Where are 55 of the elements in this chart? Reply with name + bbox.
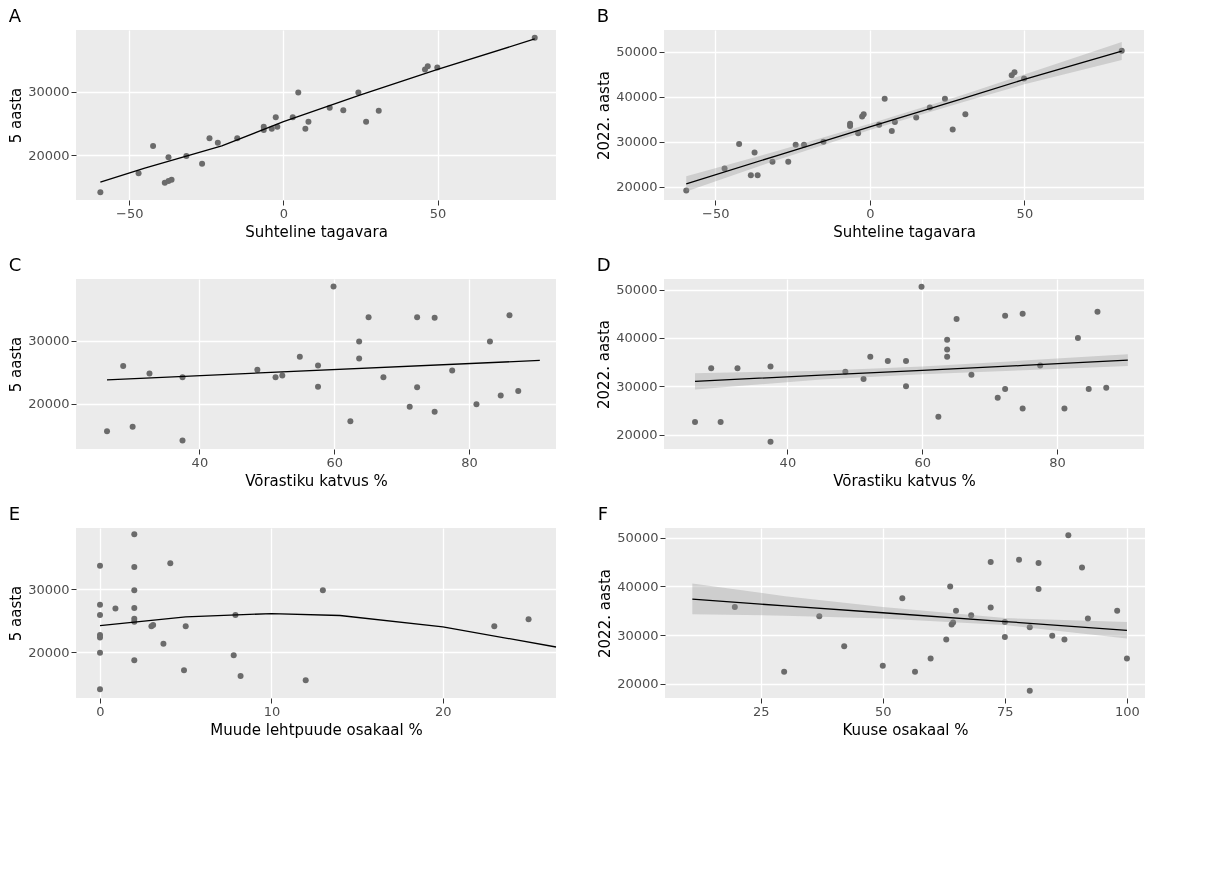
- x-tick-label: 0: [279, 205, 289, 221]
- chart-title: F: [597, 503, 608, 524]
- y-axis-title: 5 aasta: [7, 585, 26, 642]
- y-tick-label: 50000: [617, 530, 659, 546]
- x-tick-label: 60: [326, 454, 343, 470]
- x-tick-label: 40: [191, 454, 209, 470]
- x-tick-label: 0: [96, 703, 105, 719]
- x-tick-label: 100: [1115, 703, 1140, 719]
- x-axis-title: Võrastiku katvus %: [245, 471, 388, 490]
- y-tick-label: 30000: [28, 84, 70, 100]
- y-tick-label: 20000: [28, 396, 70, 412]
- y-tick-label: 30000: [616, 378, 658, 394]
- x-tick-label: 40: [779, 454, 797, 470]
- y-tick-label: 20000: [28, 644, 70, 660]
- chart-title: A: [8, 5, 22, 26]
- y-axis-title: 5 aasta: [7, 336, 26, 393]
- y-axis-title: 2022. aasta: [595, 71, 614, 160]
- y-tick-label: 30000: [617, 627, 659, 643]
- y-tick-label: 30000: [616, 134, 658, 150]
- x-tick-label: 10: [263, 703, 281, 719]
- x-tick-label: 50: [429, 205, 447, 221]
- y-tick-label: 40000: [617, 578, 659, 594]
- x-tick-label: 50: [1016, 205, 1034, 221]
- y-tick-label: 20000: [616, 179, 658, 195]
- x-axis-title: Suhteline tagavara: [833, 222, 976, 241]
- y-tick-label: 40000: [616, 330, 658, 346]
- y-axis-title: 2022. aasta: [595, 320, 614, 409]
- x-tick-label: 80: [1049, 454, 1066, 470]
- x-axis-title: Kuuse osakaal %: [842, 720, 969, 739]
- x-tick-label: 0: [866, 205, 875, 221]
- y-tick-label: 30000: [28, 581, 70, 597]
- x-tick-label: 25: [752, 703, 770, 719]
- y-tick-label: 30000: [28, 333, 70, 349]
- x-tick-label: −50: [702, 205, 730, 221]
- y-axis-title: 2022. aasta: [596, 569, 615, 658]
- x-axis-title: Muude lehtpuude osakaal %: [210, 720, 423, 739]
- x-tick-label: 80: [461, 454, 478, 470]
- chart-title: E: [8, 503, 21, 524]
- x-tick-label: 50: [875, 703, 892, 719]
- chart-title: C: [8, 254, 22, 275]
- y-tick-label: 40000: [616, 89, 658, 105]
- y-tick-label: 50000: [616, 44, 658, 60]
- y-axis-title: 5 aasta: [7, 87, 26, 144]
- x-axis-title: Võrastiku katvus %: [833, 471, 976, 490]
- x-tick-label: 60: [914, 454, 931, 470]
- y-tick-label: 20000: [28, 147, 70, 163]
- x-tick-label: 75: [997, 703, 1014, 719]
- chart-title: B: [596, 5, 609, 26]
- x-tick-label: −50: [116, 205, 144, 221]
- y-tick-label: 20000: [616, 427, 658, 443]
- chart-title: D: [596, 254, 611, 275]
- x-axis-title: Suhteline tagavara: [245, 222, 388, 241]
- x-tick-label: 20: [435, 703, 452, 719]
- y-tick-label: 20000: [617, 676, 659, 692]
- y-tick-label: 50000: [616, 282, 658, 298]
